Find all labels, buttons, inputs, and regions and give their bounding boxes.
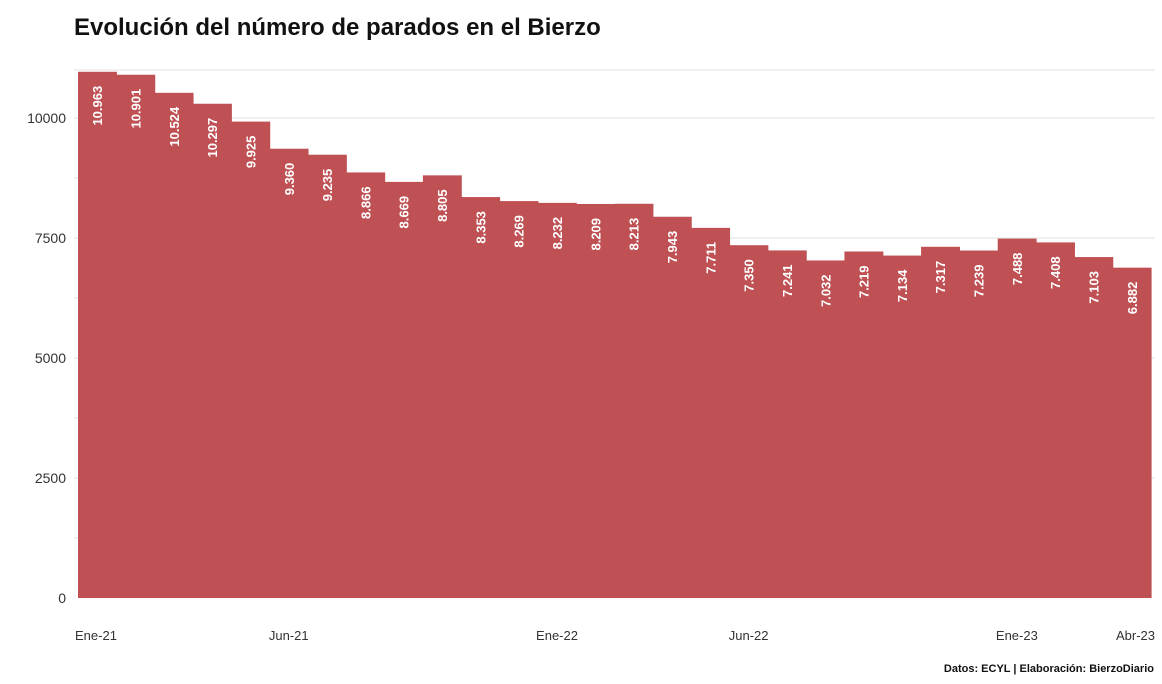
bar: [269, 148, 309, 598]
bar: [231, 121, 271, 598]
data-label: 7.711: [703, 242, 718, 274]
bar: [78, 71, 117, 598]
x-tick-label: Jun-21: [269, 628, 309, 643]
data-label-layer: 10.963 10.901 10.524 10.297 9.925 9.360 9.235 8…: [90, 86, 1140, 314]
y-tick-label: 5000: [35, 350, 66, 366]
data-label: 7.241: [780, 264, 795, 297]
y-tick-label: 7500: [35, 230, 66, 246]
data-label: 8.805: [435, 189, 450, 222]
source-note: Datos: ECYL | Elaboración: BierzoDiario: [943, 663, 1154, 675]
bar: [614, 203, 654, 598]
y-axis: 0 2500 5000 7500 10000: [27, 110, 66, 606]
bar: [461, 197, 501, 598]
bar: [652, 216, 692, 599]
bar: [767, 250, 807, 598]
bar: [844, 251, 884, 599]
chart-title: Evolución del número de parados en el Bi…: [74, 14, 601, 41]
bar: [307, 154, 347, 598]
y-tick-label: 10000: [27, 110, 66, 126]
bar: [1112, 267, 1152, 598]
x-tick-label: Ene-23: [996, 628, 1038, 643]
data-label: 10.963: [90, 86, 105, 126]
data-label: 8.209: [588, 218, 603, 251]
x-tick-label: Jun-22: [729, 628, 769, 643]
bar-layer: [78, 71, 1152, 599]
data-label: 6.882: [1125, 282, 1140, 315]
bar: [192, 103, 232, 599]
bar: [959, 250, 999, 598]
bar: [1074, 257, 1114, 598]
data-label: 8.866: [358, 186, 373, 219]
data-label: 7.350: [742, 259, 757, 292]
data-label: 7.239: [972, 265, 987, 298]
data-label: 8.269: [512, 215, 527, 248]
bar: [384, 181, 424, 598]
bar: [422, 175, 462, 599]
data-label: 7.943: [665, 231, 680, 264]
bar: [729, 245, 769, 598]
bar: [154, 92, 194, 598]
data-label: 10.901: [128, 89, 143, 129]
data-label: 7.134: [895, 269, 910, 302]
bar: [921, 246, 960, 598]
data-label: 7.317: [933, 261, 948, 294]
bar: [499, 201, 539, 598]
bar: [997, 238, 1037, 598]
bar: [537, 202, 577, 599]
bar: [576, 203, 616, 598]
bar: [691, 227, 731, 598]
x-axis: Ene-21 Jun-21 Ene-22 Jun-22 Ene-23 Abr-23: [75, 628, 1155, 643]
y-tick-label: 2500: [35, 470, 66, 486]
bar: [116, 74, 156, 598]
bar: [806, 260, 846, 598]
data-label: 10.297: [205, 118, 220, 158]
data-label: 10.524: [167, 106, 182, 147]
bar: [346, 172, 386, 598]
data-label: 9.360: [282, 163, 297, 196]
data-label: 8.353: [473, 211, 488, 244]
x-tick-label: Ene-21: [75, 628, 117, 643]
bar: [882, 255, 922, 598]
data-label: 7.488: [1010, 253, 1025, 286]
y-tick-label: 0: [58, 590, 66, 606]
data-label: 7.032: [818, 274, 833, 307]
bar: [1036, 242, 1075, 599]
data-label: 8.669: [397, 196, 412, 229]
x-tick-label: Ene-22: [536, 628, 578, 643]
data-label: 7.103: [1087, 271, 1102, 304]
data-label: 9.235: [320, 169, 335, 202]
data-label: 8.213: [627, 218, 642, 251]
data-label: 7.219: [857, 265, 872, 298]
x-tick-label: Abr-23: [1116, 628, 1155, 643]
data-label: 8.232: [550, 217, 565, 250]
data-label: 9.925: [243, 136, 258, 169]
data-label: 7.408: [1048, 256, 1063, 289]
